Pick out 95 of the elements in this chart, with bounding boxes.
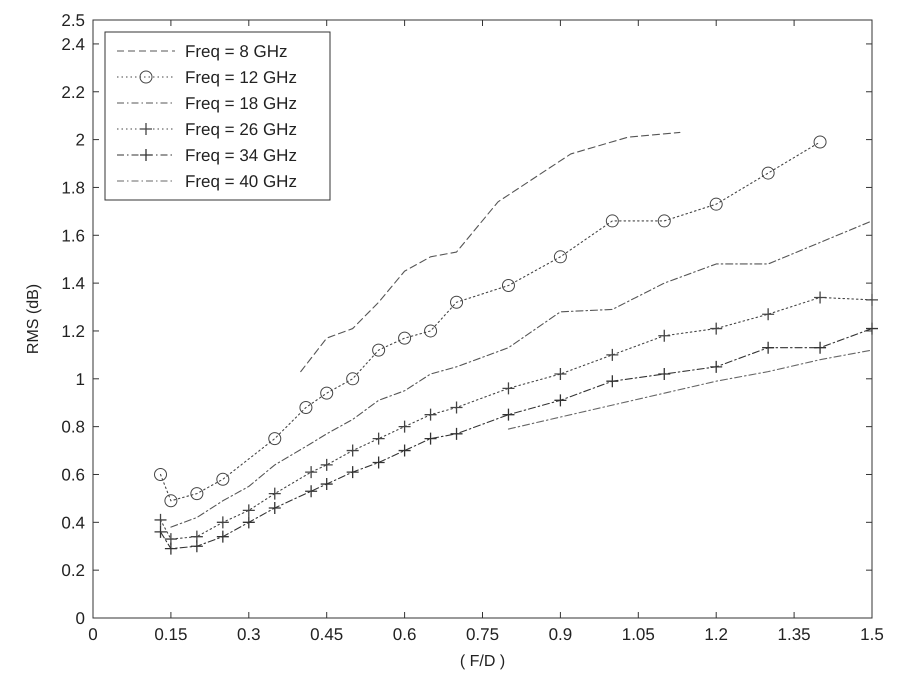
legend-label: Freq = 18 GHz: [185, 94, 297, 113]
point: [865, 293, 879, 307]
point: [658, 367, 671, 381]
point: [424, 324, 438, 338]
point: [216, 472, 230, 486]
point: [398, 420, 412, 434]
y-tick-label: 2.4: [61, 34, 85, 54]
y-tick-label: 2.2: [61, 82, 85, 102]
point: [216, 530, 230, 544]
point: [304, 484, 318, 498]
legend-label: Freq = 34 GHz: [185, 146, 297, 165]
line-series: [300, 132, 680, 372]
point: [450, 296, 464, 309]
x-tick-label: 1.05: [622, 625, 655, 644]
point: [502, 382, 516, 396]
point: [658, 214, 671, 228]
legend-label: Freq = 8 GHz: [185, 42, 288, 61]
line-series: [170, 220, 873, 528]
point: [242, 504, 256, 518]
x-tick-label: 0.9: [548, 625, 572, 644]
y-tick-label: 1.4: [61, 274, 85, 294]
point: [304, 465, 318, 479]
x-tick-label: 0.6: [392, 625, 416, 644]
point: [190, 487, 204, 500]
y-tick-label: 1.8: [61, 178, 85, 198]
legend-label: Freq = 26 GHz: [185, 120, 297, 139]
point: [268, 501, 282, 515]
y-tick-label: 2: [76, 130, 85, 150]
x-tick-label: 1.35: [778, 625, 811, 644]
point: [761, 341, 775, 354]
point: [164, 542, 178, 556]
point: [762, 166, 775, 180]
point: [372, 456, 386, 470]
y-tick-label: 0.2: [61, 561, 85, 580]
x-tick-label: 0.75: [466, 625, 500, 644]
legend-label: Freq = 12 GHz: [185, 68, 297, 87]
x-tick-label: 0.3: [236, 625, 261, 644]
point: [164, 494, 178, 508]
point: [606, 374, 619, 388]
x-tick-label: 0.15: [154, 625, 188, 644]
point: [813, 341, 827, 354]
point: [502, 408, 516, 422]
point: [268, 432, 282, 446]
y-tick-label: 1: [76, 370, 85, 389]
point: [190, 540, 204, 553]
point: [554, 250, 567, 264]
point: [710, 360, 723, 374]
point: [268, 486, 282, 500]
y-tick-label: 2.5: [61, 11, 85, 30]
point: [398, 332, 412, 345]
point: [502, 279, 515, 292]
x-tick-label: 0.45: [310, 625, 344, 644]
point: [372, 432, 386, 446]
x-tick-label: 1.5: [860, 625, 884, 644]
point: [761, 308, 775, 321]
y-axis-title: RMS (dB): [25, 284, 42, 354]
line-series: [508, 350, 873, 430]
y-tick-label: 1.2: [61, 322, 85, 341]
legend-label: Freq = 40 GHz: [185, 172, 297, 191]
point: [710, 198, 723, 211]
point: [346, 372, 360, 386]
point: [299, 401, 312, 414]
y-tick-label: 0.8: [61, 418, 85, 437]
point: [154, 525, 168, 539]
point: [554, 367, 568, 381]
point: [372, 344, 386, 357]
point: [606, 214, 619, 228]
point: [398, 444, 412, 458]
x-tick-label: 0: [88, 625, 98, 644]
point: [216, 516, 230, 529]
point: [450, 400, 464, 414]
point: [606, 348, 619, 362]
point: [320, 458, 334, 472]
point: [450, 427, 464, 440]
point: [346, 444, 360, 458]
x-axis-title: ( F/D ): [460, 653, 506, 670]
y-tick-label: 0: [76, 609, 85, 628]
point: [710, 322, 723, 336]
y-tick-label: 1.6: [61, 226, 85, 246]
point: [814, 135, 827, 148]
point: [424, 408, 438, 422]
point: [346, 465, 360, 479]
y-tick-label: 0.6: [61, 465, 85, 484]
point: [320, 386, 334, 400]
x-tick-label: 1.2: [704, 625, 728, 644]
point: [154, 513, 168, 527]
point: [242, 516, 256, 529]
point: [154, 468, 168, 481]
point: [424, 432, 438, 446]
point: [813, 290, 827, 304]
point: [658, 329, 671, 342]
point: [554, 394, 568, 407]
point: [320, 477, 334, 491]
y-tick-label: 0.4: [61, 513, 85, 532]
point: [865, 322, 879, 336]
